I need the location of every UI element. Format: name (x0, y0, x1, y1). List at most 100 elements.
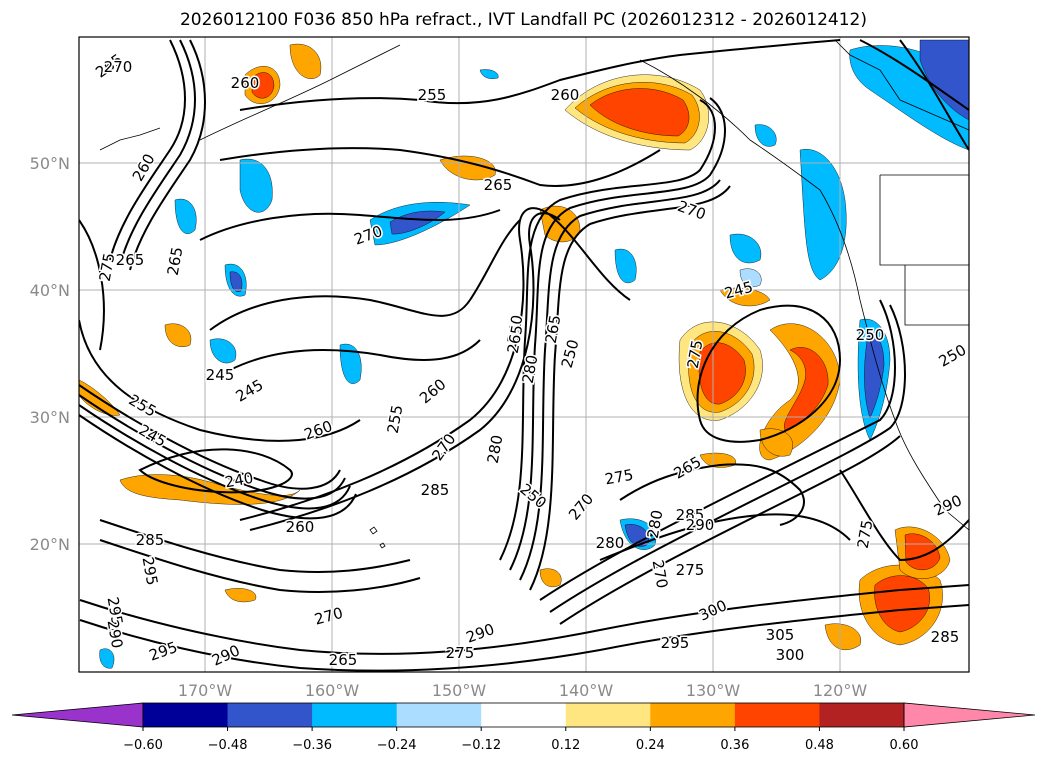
colorbar-segment (565, 703, 651, 727)
contour-line (119, 39, 196, 266)
contour-line (619, 463, 805, 526)
lat-label: 50°N (30, 154, 70, 173)
contour-line (219, 147, 661, 187)
colorbar (11, 702, 1036, 728)
contour-line (519, 179, 721, 581)
contour-line (79, 604, 969, 672)
anomaly-region (739, 268, 762, 288)
state-border-1 (879, 175, 969, 266)
colorbar-tick-label: −0.24 (377, 738, 417, 753)
contour-line (138, 448, 293, 494)
lon-label: 130°W (686, 681, 741, 700)
contour-label: 260 (231, 74, 260, 92)
contour-line (99, 539, 421, 593)
colorbar-segment (396, 703, 482, 727)
hawaii-islands (369, 526, 386, 549)
coastlines (99, 39, 969, 549)
anomaly-region (229, 271, 243, 292)
colorbar-tick-label: −0.36 (292, 738, 332, 753)
contour-line (239, 39, 841, 111)
contour-label: 265 (329, 651, 358, 669)
anomaly-region (251, 72, 275, 99)
contour-label: 260 (551, 86, 580, 104)
colorbar-tick-label: 0.60 (890, 738, 919, 753)
colorbar-tick-label: 0.24 (636, 738, 665, 753)
colorbar-frame (142, 702, 905, 728)
contour-line (209, 219, 521, 331)
state-border-2 (904, 265, 969, 326)
anomaly-region (224, 588, 257, 603)
colorbar-segment (227, 703, 313, 727)
colorbar-tick-label: 0.48 (805, 738, 834, 753)
anomaly-region (719, 287, 771, 307)
colorbar-extend-min (11, 702, 144, 728)
border-alaska-canada (834, 39, 969, 131)
alaska-peninsula-coast (199, 44, 401, 141)
contour-line (529, 185, 731, 591)
contour-line (109, 39, 186, 261)
anomaly-region (614, 248, 637, 284)
refractivity-contours (79, 39, 969, 672)
contour-line (899, 39, 969, 151)
contour-label: 285 (136, 531, 165, 549)
contour-label: 280 (519, 353, 542, 384)
contour-line (859, 39, 969, 111)
anomaly-region (164, 323, 192, 347)
anomaly-region (209, 338, 237, 364)
colorbar-extend-max (903, 702, 1036, 728)
contour-label: 305 (766, 626, 795, 644)
contour-line (99, 519, 411, 573)
colorbar-segment (143, 703, 229, 727)
longitude-labels: 170°W 160°W 150°W 140°W 130°W 120°W (178, 681, 868, 700)
anomaly-region (729, 233, 762, 264)
anomaly-region (539, 568, 562, 588)
contour-line (79, 394, 346, 500)
contour-label: 270 (104, 58, 133, 76)
latitude-labels: 50°N 40°N 30°N 20°N (30, 154, 70, 554)
colorbar-tick-label: −0.12 (461, 738, 501, 753)
colorbar-segment (312, 703, 398, 727)
colorbar-tick-label: −0.48 (208, 738, 248, 753)
lon-label: 150°W (432, 681, 487, 700)
colorbar-tick-label: 0.12 (551, 738, 580, 753)
contour-line (79, 384, 341, 490)
contour-label: 275 (854, 518, 877, 549)
contour-label: 300 (776, 646, 805, 664)
aleutian-islands (99, 127, 161, 151)
contour-line (249, 212, 561, 531)
anomaly-region (99, 648, 115, 669)
anomaly-region (389, 210, 446, 235)
contour-line (129, 39, 206, 271)
contour-label: 275 (446, 644, 475, 662)
contour-label: 280 (596, 534, 625, 552)
contour-label: 265 (484, 176, 513, 194)
contour-line (199, 209, 501, 241)
lon-label: 140°W (559, 681, 614, 700)
anomaly-region (754, 124, 777, 147)
contour-label: 250 (856, 326, 885, 344)
anomaly-region (759, 428, 793, 457)
contour-label: 265 (116, 251, 145, 269)
anomaly-region (339, 343, 362, 384)
colorbar-segment (650, 703, 736, 727)
anomaly-region (864, 334, 885, 419)
contour-label: 285 (931, 628, 960, 646)
lat-label: 20°N (30, 535, 70, 554)
lat-label: 30°N (30, 408, 70, 427)
contour-line (696, 304, 842, 443)
contour-line (79, 584, 969, 655)
contour-line (559, 435, 901, 625)
anomaly-region (589, 88, 690, 137)
lon-label: 120°W (813, 681, 868, 700)
anomaly-region (289, 43, 322, 79)
contour-line (499, 99, 716, 561)
anomaly-region (479, 69, 499, 79)
contour-line (509, 97, 726, 571)
contour-line (79, 319, 361, 442)
contour-line (549, 304, 906, 613)
colorbar-segment (819, 703, 905, 727)
anomaly-region (824, 623, 861, 650)
contour-line (229, 339, 481, 371)
anomaly-region (239, 158, 273, 213)
chart-title: 2026012100 F036 850 hPa refract., IVT La… (179, 10, 867, 30)
